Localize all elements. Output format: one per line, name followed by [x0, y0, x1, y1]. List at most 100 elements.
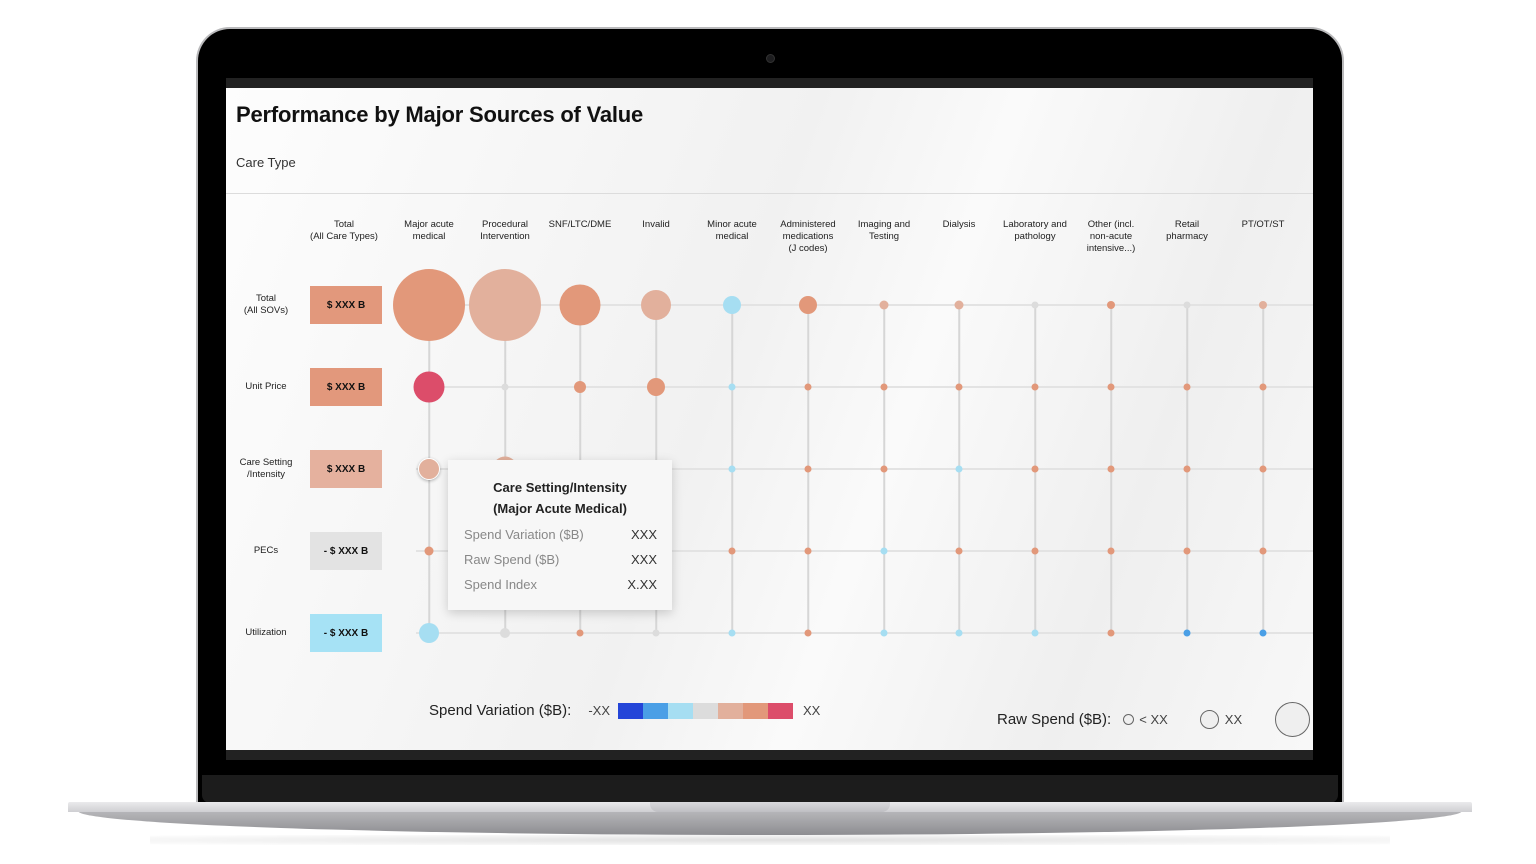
- color-swatch: [642, 702, 668, 719]
- color-swatch: [767, 702, 793, 719]
- header-divider: [226, 193, 1313, 194]
- bubble[interactable]: [880, 383, 888, 391]
- bubble[interactable]: [880, 547, 888, 555]
- bubble[interactable]: [880, 465, 888, 473]
- legend-max-label: XX: [802, 703, 821, 718]
- tooltip-value: X.XX: [627, 577, 657, 592]
- column-header: SNF/LTC/DME: [548, 219, 612, 230]
- bubble[interactable]: [1259, 465, 1267, 473]
- bubble[interactable]: [1107, 301, 1115, 309]
- column-header: Minor acute medical: [707, 219, 757, 242]
- color-swatch: [742, 702, 768, 719]
- legend-medium-label: XX: [1224, 712, 1243, 727]
- bubble[interactable]: [1183, 465, 1191, 473]
- row-header: PECs: [253, 545, 279, 556]
- bubble[interactable]: [1259, 383, 1267, 391]
- row-total-box[interactable]: $ XXX B: [310, 368, 382, 406]
- bubble[interactable]: [804, 629, 812, 637]
- bubble[interactable]: [804, 383, 812, 391]
- bubble[interactable]: [728, 629, 736, 637]
- column-header: Total (All Care Types): [310, 219, 378, 242]
- column-header: Laboratory and pathology: [1003, 219, 1067, 242]
- bubble[interactable]: [1031, 465, 1039, 473]
- bubble[interactable]: [559, 284, 601, 326]
- bubble[interactable]: [728, 465, 736, 473]
- bubble[interactable]: [1259, 301, 1267, 309]
- tooltip-title-line2: (Major Acute Medical): [493, 501, 627, 516]
- legend-small-label: < XX: [1139, 712, 1168, 727]
- bubble[interactable]: [574, 381, 586, 393]
- bubble[interactable]: [469, 269, 541, 341]
- bubble[interactable]: [879, 300, 889, 310]
- spend-variation-legend-label: Spend Variation ($B):: [429, 702, 572, 719]
- raw-spend-legend-label: Raw Spend ($B):: [997, 711, 1112, 728]
- bubble-selected[interactable]: [418, 458, 440, 480]
- bubble[interactable]: [1107, 383, 1115, 391]
- bubble[interactable]: [1031, 547, 1039, 555]
- tooltip-title-line1: Care Setting/Intensity: [493, 480, 627, 495]
- bubble[interactable]: [1107, 465, 1115, 473]
- bubble[interactable]: [1183, 629, 1191, 637]
- bubble[interactable]: [1031, 629, 1039, 637]
- bubble[interactable]: [424, 546, 434, 556]
- row-total-box[interactable]: - $ XXX B: [310, 614, 382, 652]
- large-circle-icon: [1275, 702, 1311, 737]
- bubble[interactable]: [955, 383, 963, 391]
- tooltip-label: Spend Index: [464, 577, 538, 592]
- row-header: Utilization: [245, 627, 287, 638]
- bubble[interactable]: [413, 371, 445, 403]
- column-header: Other (incl. non-acute intensive...): [1086, 219, 1136, 254]
- bubble[interactable]: [1183, 547, 1191, 555]
- screen-bottom-bar: [226, 750, 1313, 760]
- bubble[interactable]: [1259, 629, 1267, 637]
- laptop-chin: [202, 775, 1338, 803]
- bubble[interactable]: [804, 465, 812, 473]
- bubble[interactable]: [1031, 383, 1039, 391]
- bubble[interactable]: [647, 378, 665, 396]
- bubble[interactable]: [1259, 547, 1267, 555]
- tooltip-value: XXX: [630, 552, 657, 567]
- column-header: Imaging and Testing: [857, 219, 911, 242]
- bubble[interactable]: [728, 383, 736, 391]
- bubble[interactable]: [500, 628, 510, 638]
- column-header: Retail pharmacy: [1166, 219, 1208, 242]
- bubble[interactable]: [1107, 547, 1115, 555]
- column-header: Dialysis: [942, 219, 976, 230]
- bubble[interactable]: [501, 383, 509, 391]
- bubble[interactable]: [393, 269, 465, 341]
- bubble[interactable]: [799, 296, 817, 314]
- bubble[interactable]: [576, 629, 584, 637]
- tooltip-row-spend-index: Spend Index X.XX: [464, 577, 657, 592]
- color-scale: [617, 702, 793, 719]
- laptop-opening-notch: [650, 802, 890, 812]
- camera-icon: [766, 54, 775, 63]
- row-total-box[interactable]: - $ XXX B: [310, 532, 382, 570]
- row-gridline: [416, 550, 1313, 552]
- row-total-box[interactable]: $ XXX B: [310, 450, 382, 488]
- bubble[interactable]: [728, 547, 736, 555]
- bubble[interactable]: [954, 300, 964, 310]
- tooltip-title: Care Setting/Intensity (Major Acute Medi…: [448, 477, 672, 519]
- bubble[interactable]: [1031, 301, 1039, 309]
- bubble[interactable]: [880, 629, 888, 637]
- column-header: PT/OT/ST: [1241, 219, 1285, 230]
- row-gridline: [416, 304, 1313, 306]
- row-gridline: [416, 632, 1313, 634]
- bubble[interactable]: [955, 547, 963, 555]
- cell-tooltip: Care Setting/Intensity (Major Acute Medi…: [448, 460, 672, 610]
- color-swatch: [692, 702, 718, 719]
- bubble[interactable]: [1183, 301, 1191, 309]
- bubble[interactable]: [419, 623, 439, 643]
- small-circle-icon: [1123, 714, 1135, 725]
- bubble[interactable]: [804, 547, 812, 555]
- row-total-box[interactable]: $ XXX B: [310, 286, 382, 324]
- bubble[interactable]: [652, 629, 660, 637]
- screen-top-bar: [226, 78, 1313, 88]
- bubble[interactable]: [955, 629, 963, 637]
- bubble[interactable]: [1183, 383, 1191, 391]
- bubble[interactable]: [1107, 629, 1115, 637]
- medium-circle-icon: [1199, 710, 1219, 729]
- bubble[interactable]: [723, 296, 741, 314]
- bubble[interactable]: [955, 465, 963, 473]
- bubble[interactable]: [641, 290, 671, 320]
